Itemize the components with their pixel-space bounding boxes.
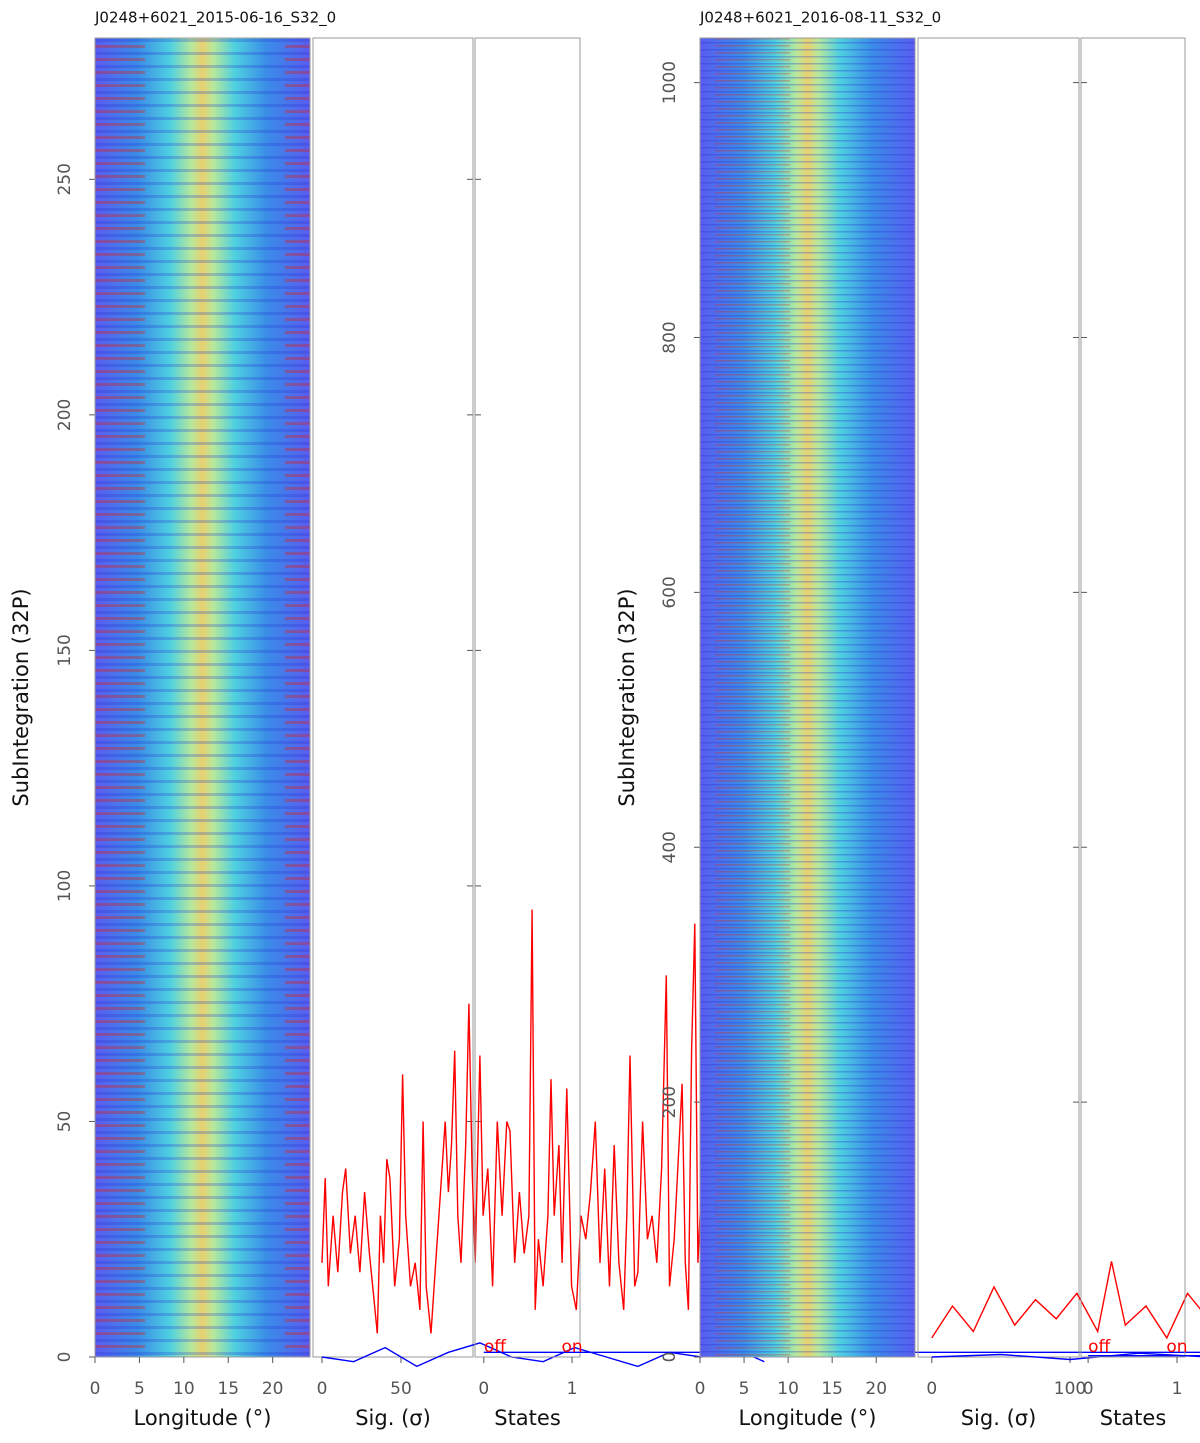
x-tick-label: 100 [1054, 1379, 1086, 1399]
x-tick-label: 0 [926, 1379, 937, 1399]
x-tick-label: 0 [317, 1379, 328, 1399]
y-tick-label: 50 [55, 1111, 75, 1133]
x-tick-label: 5 [739, 1379, 750, 1399]
x-axis-label: Sig. (σ) [355, 1406, 431, 1430]
panel-frame [1080, 37, 1186, 1358]
state-label: off [484, 1337, 507, 1357]
y-axis-label: SubIntegration (32P) [9, 588, 33, 806]
data-line [321, 909, 764, 1334]
state-label: off [1088, 1337, 1111, 1357]
y-tick-label: 250 [55, 163, 75, 195]
x-tick-label: 0 [695, 1379, 706, 1399]
x-tick-label: 0 [90, 1379, 101, 1399]
panel-frame [94, 37, 311, 1358]
x-tick-label: 20 [865, 1379, 887, 1399]
panel-frame [474, 37, 581, 1358]
data-line [931, 1261, 1200, 1340]
state-label: on [561, 1337, 582, 1357]
x-tick-label: 50 [390, 1379, 412, 1399]
x-axis-label: Longitude (°) [738, 1406, 876, 1430]
x-tick-label: 0 [1083, 1379, 1094, 1399]
y-tick-label: 0 [55, 1352, 75, 1363]
panel-frame [312, 37, 474, 1358]
x-axis-label: States [494, 1406, 561, 1430]
waterfall-texture [700, 38, 915, 1357]
x-tick-label: 10 [173, 1379, 195, 1399]
y-tick-label: 400 [660, 831, 680, 863]
x-tick-label: 20 [262, 1379, 284, 1399]
chart-title: J0248+6021_2016-08-11_S32_0 [699, 9, 941, 28]
x-axis-label: Sig. (σ) [961, 1406, 1037, 1430]
y-tick-label: 150 [55, 634, 75, 666]
y-tick-label: 600 [660, 576, 680, 608]
panel-frame [699, 37, 916, 1358]
x-tick-label: 0 [478, 1379, 489, 1399]
x-axis-label: Longitude (°) [133, 1406, 271, 1430]
x-axis-label: States [1100, 1406, 1167, 1430]
y-tick-label: 100 [55, 870, 75, 902]
y-tick-label: 800 [660, 321, 680, 353]
x-tick-label: 10 [777, 1379, 799, 1399]
chart-title: J0248+6021_2015-06-16_S32_0 [94, 9, 336, 28]
x-tick-label: 15 [821, 1379, 843, 1399]
y-tick-label: 200 [660, 1086, 680, 1118]
x-tick-label: 1 [1172, 1379, 1183, 1399]
state-label: on [1166, 1337, 1187, 1357]
y-tick-label: 0 [660, 1352, 680, 1363]
y-tick-label: 1000 [660, 61, 680, 104]
data-line [321, 1342, 765, 1368]
x-tick-label: 5 [134, 1379, 145, 1399]
x-tick-label: 1 [567, 1379, 578, 1399]
y-tick-label: 200 [55, 399, 75, 431]
panel-frame [917, 37, 1080, 1358]
x-tick-label: 15 [217, 1379, 239, 1399]
y-axis-label: SubIntegration (32P) [615, 588, 639, 806]
waterfall-texture [95, 38, 310, 1357]
